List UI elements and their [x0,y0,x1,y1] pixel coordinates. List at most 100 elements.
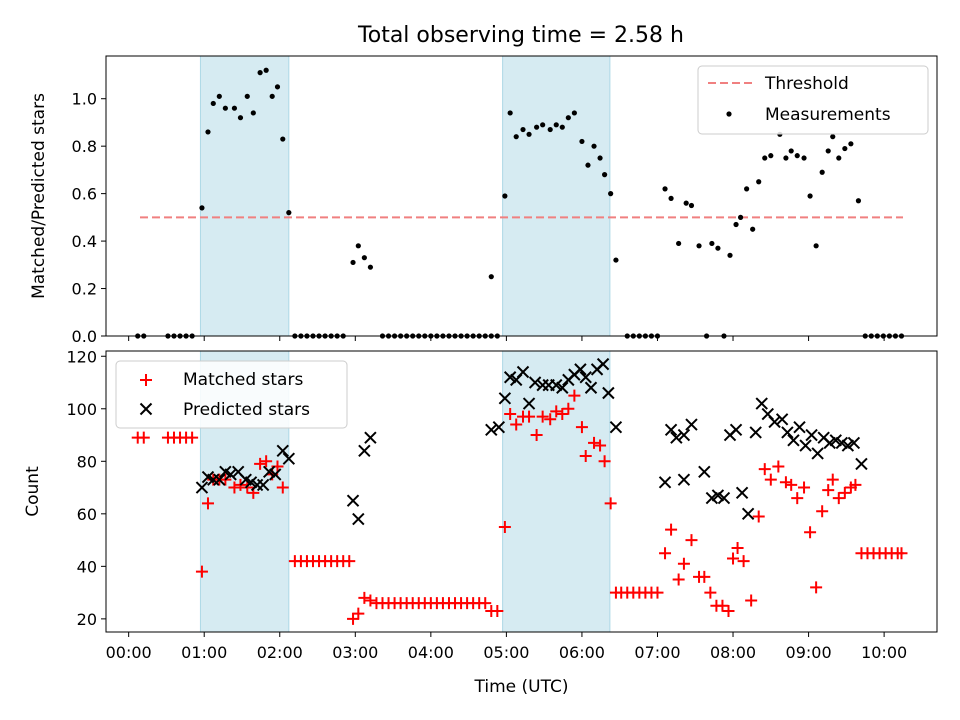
matched-star-point [260,455,273,468]
measurement-point [768,153,774,159]
matched-star-point [510,418,523,431]
x-axis-label: Time (UTC) [474,677,569,697]
x-tick-label: 09:00 [786,643,832,662]
y-axis-label: Count [23,466,43,517]
legend: Threshold Measurements [697,65,929,135]
predicted-star-point [799,439,812,452]
matched-star-point [498,520,511,533]
measurement-point [696,243,702,249]
matched-star-point [731,541,744,554]
matched-star-point [659,547,672,560]
matched-star-point [556,408,569,421]
matched-star-point [685,534,698,547]
y-tick-label: 0.0 [72,327,97,346]
matched-star-point [594,439,607,452]
measurement-point [571,110,577,116]
measurement-point [231,105,238,111]
matched-star-point [343,555,356,568]
predicted-star-point [677,428,691,442]
measurement-point [762,155,768,161]
predicted-star-point [485,423,498,436]
highlight-interval [502,55,611,337]
matched-star-point [228,481,241,494]
measurement-point [848,141,854,147]
y-tick-label: 0.6 [72,185,97,204]
measurement-point [199,205,205,211]
predicted-star-point [596,357,610,371]
measurement-point [502,193,508,199]
measurement-point [269,93,275,99]
matched-star-point [704,586,717,599]
predicted-star-point [787,434,800,447]
matched-star-point [832,492,845,505]
predicted-star-point [698,465,711,479]
x-tick-label: 06:00 [559,643,605,662]
y-tick-label: 0.8 [72,137,97,156]
legend-predicted-swatch [139,402,153,416]
y-axis-ticks: 0.0 0.2 0.4 0.6 0.8 1.0 [72,90,106,346]
measurement-point [842,145,848,152]
predicted-star-point [775,413,789,426]
plot-frame [105,350,938,633]
measurement-point [237,115,244,121]
figure-title: Total observing time = 2.58 h [357,23,684,48]
legend-box [115,360,348,429]
predicted-star-point [498,392,512,405]
legend-label: Predicted stars [183,400,310,420]
matched-star-point [352,607,365,620]
x-axis-ticks: 00:00 01:00 02:00 03:00 04:00 05:00 06:00 07:00… [106,632,907,662]
matched-star-point [479,597,492,610]
matched-star-point [779,476,792,489]
predicted-star-point [855,457,868,471]
y-tick-label: 0.2 [72,280,97,299]
matched-star-point [530,429,543,442]
matched-star-point [201,497,214,510]
measurement-point [737,214,744,220]
matched-star-point [822,484,835,497]
matched-star-point [791,492,804,505]
x-tick-label: 05:00 [483,643,529,662]
y-tick-label: 60 [77,505,97,524]
measurement-point [585,162,591,168]
measurement-point [836,155,842,161]
predicted-star-point [847,436,861,450]
measurement-point [683,200,689,206]
measurement-point [559,124,565,130]
measurement-point [750,226,756,232]
measurement-point [662,186,668,192]
measurement-point [801,155,807,161]
bottom-panel: 20 40 60 80 100 120 00:00 01:00 02:00 03:00 04:00… [23,347,938,697]
predicted-star-point [781,426,794,439]
measurement-point [668,195,674,201]
measurement-point [727,252,733,258]
predicted-star-point [729,423,743,436]
predicted-star-point [805,428,818,442]
legend-box [697,65,929,135]
predicted-star-point [256,478,270,492]
measurement-point [591,143,597,149]
matched-star-point [568,389,581,402]
measurement-point [744,186,750,192]
y-tick-label: 1.0 [72,90,97,109]
measurement-point [855,198,862,204]
measurement-point [676,240,682,247]
y-tick-label: 120 [66,347,97,366]
predicted-star-point [664,423,678,436]
predicted-star-point [282,452,296,465]
measurement-point [534,124,540,130]
y-tick-label: 0.4 [72,232,97,251]
measurement-point [250,110,256,116]
measurement-point [488,274,494,280]
measurement-point [263,67,269,73]
matched-star-point [804,526,817,539]
predicted-star-point [358,444,371,458]
measurement-point [553,122,559,128]
measurement-point [613,257,619,263]
x-tick-label: 10:00 [861,643,907,662]
measurement-point [520,126,526,133]
measurement-point [565,115,571,121]
predicted-star-point [735,486,749,500]
matched-star-point [737,555,750,568]
predicted-star-point [276,444,289,458]
measurement-point [274,84,281,90]
